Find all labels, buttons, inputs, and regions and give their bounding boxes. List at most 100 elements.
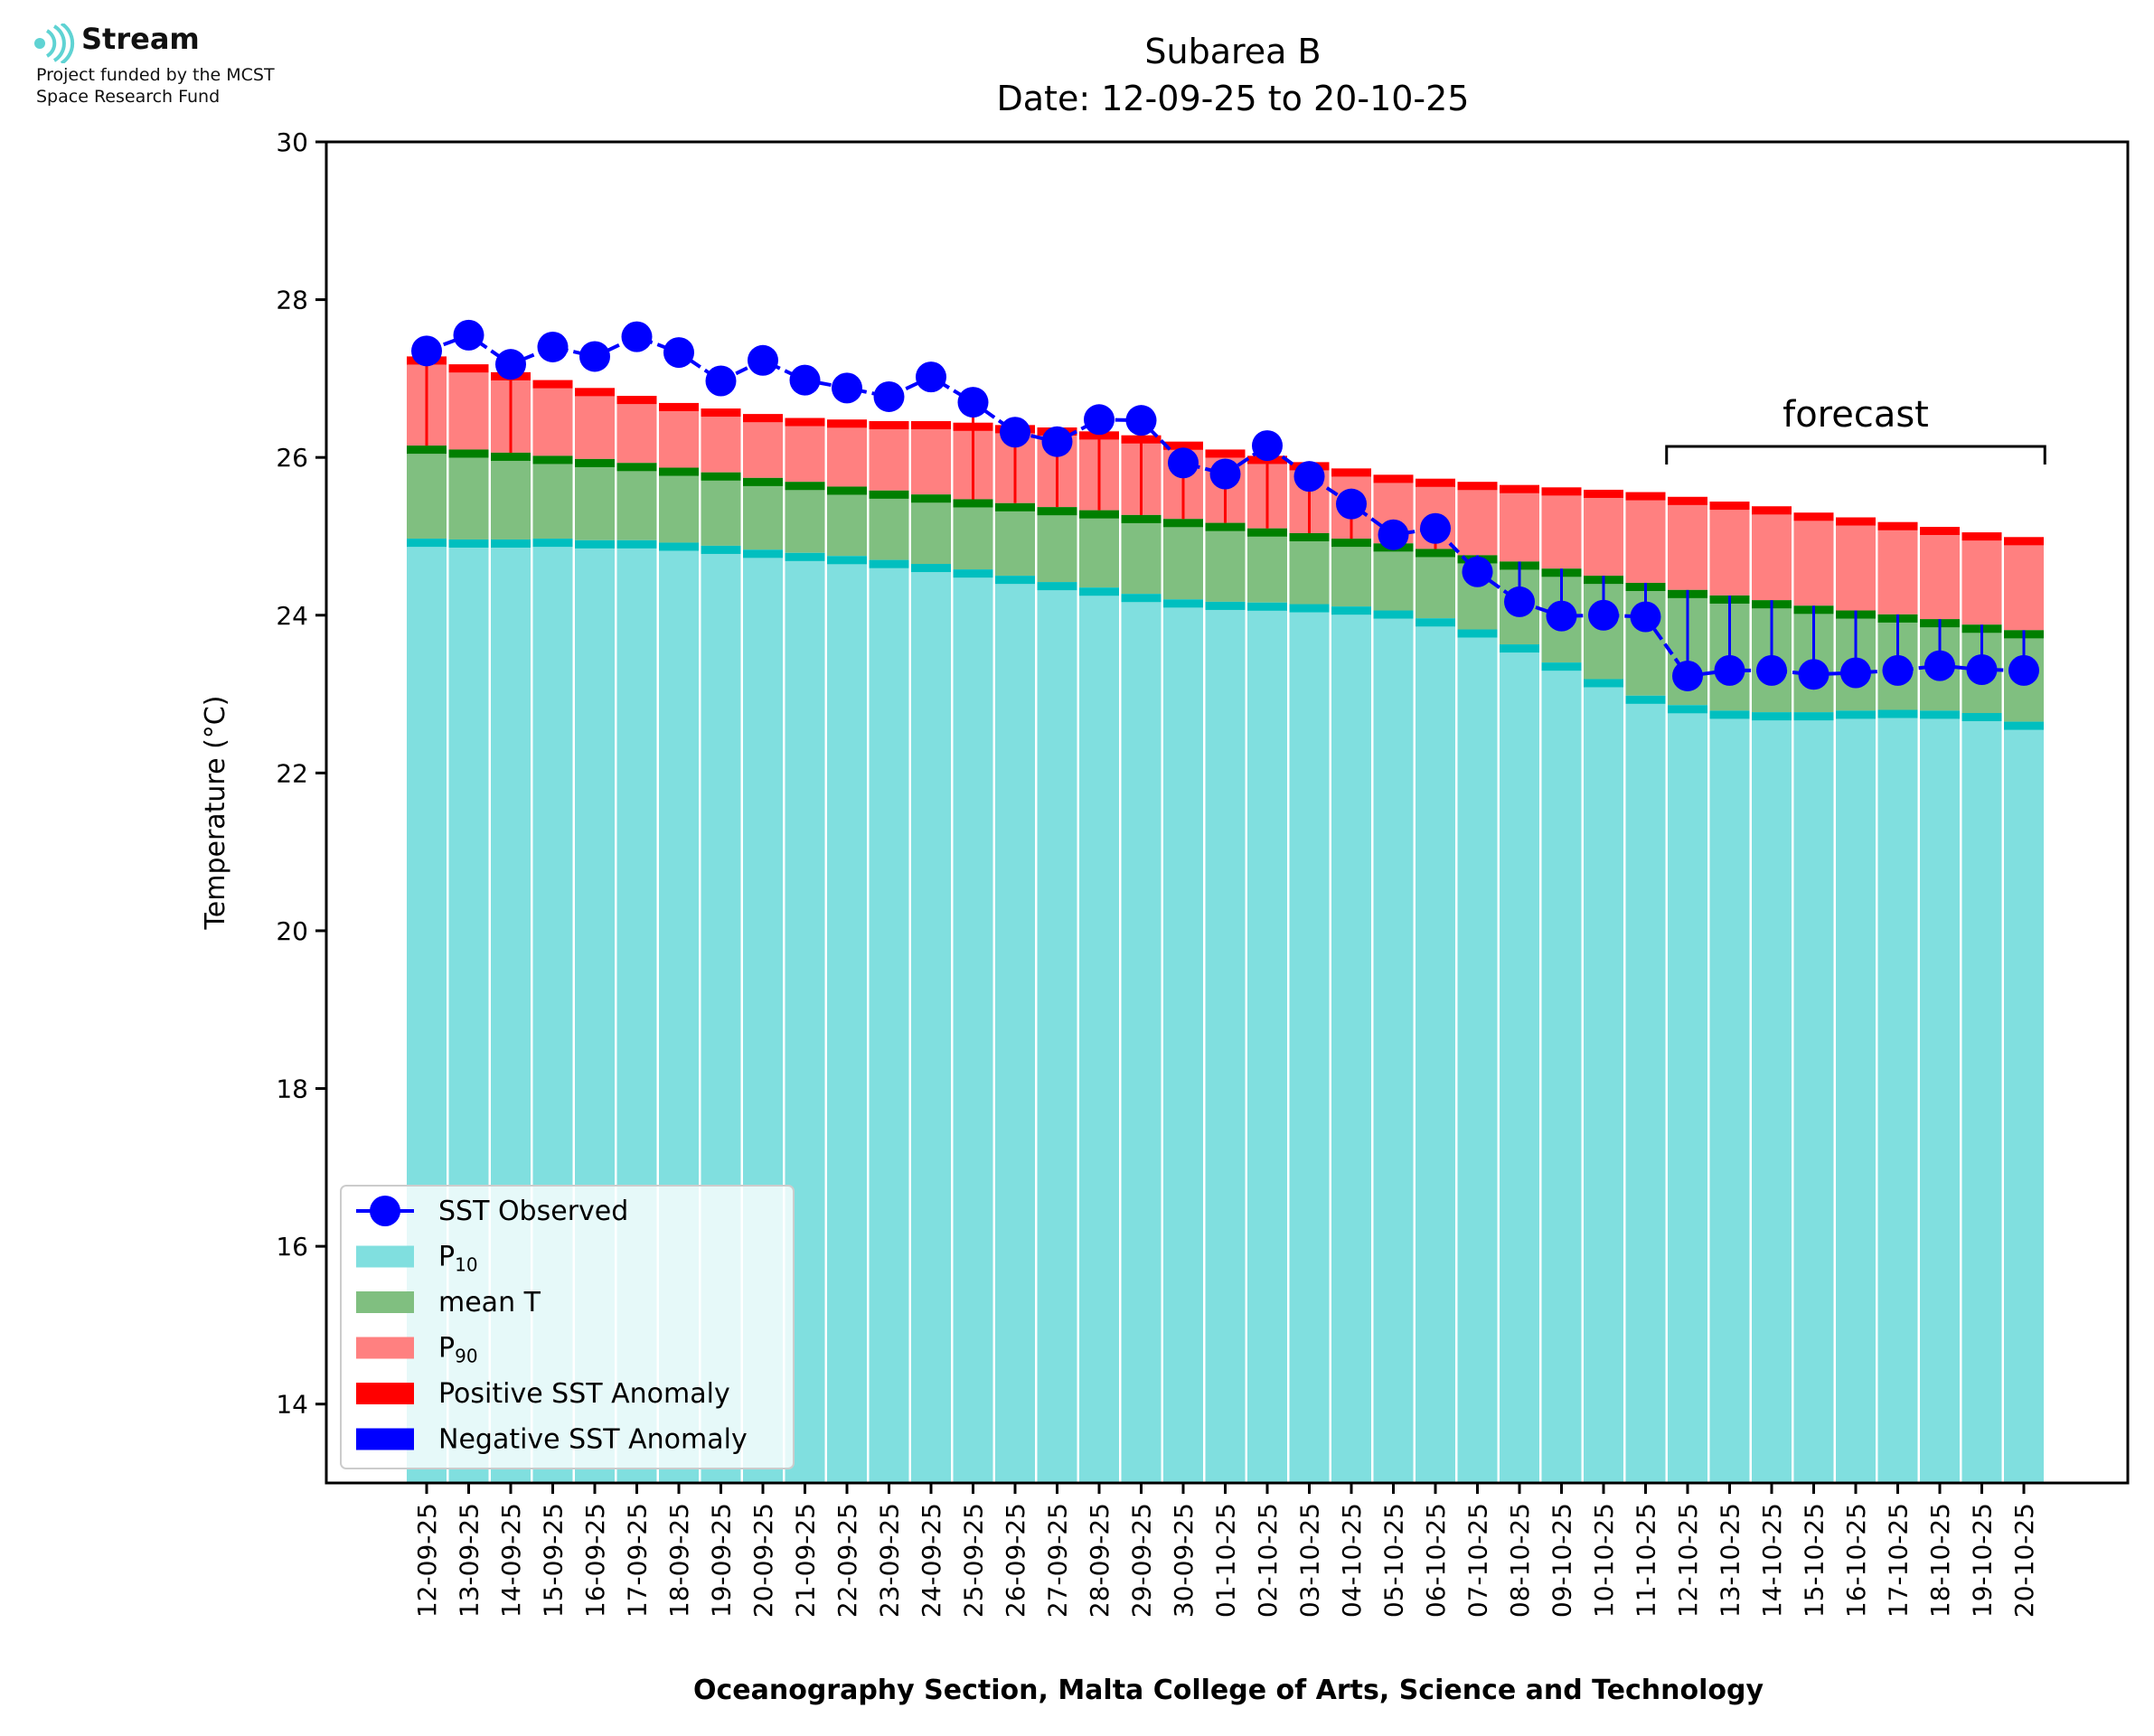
- p90-bar: [1752, 506, 1792, 601]
- p10-edge: [1205, 601, 1246, 610]
- p90-bar: [1584, 489, 1623, 577]
- sst-observed-point: [873, 380, 905, 412]
- legend-swatch: [356, 1337, 414, 1359]
- mean-bar: [785, 482, 825, 553]
- sst-observed-point: [579, 341, 610, 372]
- p90-bar: [1668, 496, 1707, 590]
- p10-bar: [1709, 710, 1750, 1483]
- mean-edge: [827, 486, 867, 495]
- mean-bar: [743, 477, 783, 550]
- x-tick-label: 18-09-25: [664, 1503, 694, 1618]
- p90-edge: [827, 419, 867, 428]
- y-tick-label: 14: [276, 1390, 308, 1420]
- p10-edge: [532, 539, 573, 548]
- x-tick-label: 12-10-25: [1673, 1503, 1703, 1618]
- mean-edge: [1331, 539, 1371, 548]
- p10-bar: [1625, 695, 1666, 1483]
- x-tick-label: 13-10-25: [1716, 1503, 1745, 1618]
- p10-edge: [575, 540, 615, 549]
- p90-bar: [448, 364, 489, 450]
- legend-label-text: Positive SST Anomaly: [438, 1378, 730, 1410]
- legend-label-text: Negative SST Anomaly: [438, 1424, 748, 1456]
- p10-edge: [1709, 710, 1750, 719]
- mean-edge: [1205, 522, 1246, 531]
- x-tick-label: 29-09-25: [1127, 1503, 1157, 1618]
- y-tick-label: 28: [276, 286, 308, 315]
- x-tick-label: 08-10-25: [1505, 1503, 1535, 1618]
- p90-edge: [448, 364, 489, 373]
- sst-observed-point: [1420, 512, 1451, 544]
- p90-bar: [532, 380, 573, 456]
- sst-observed-point: [705, 365, 737, 397]
- sst-observed-point: [916, 361, 946, 393]
- mean-bar: [1079, 510, 1119, 588]
- mean-edge: [1163, 519, 1203, 528]
- mean-edge: [532, 455, 573, 464]
- p10-edge: [701, 545, 741, 554]
- mean-bar: [701, 472, 741, 546]
- sst-observed-point: [1209, 458, 1241, 490]
- chart-subtitle: Date: 12-09-25 to 20-10-25: [997, 79, 1470, 118]
- sst-observed-point: [1084, 404, 1115, 436]
- mean-edge: [616, 463, 657, 472]
- sst-observed-point: [1714, 654, 1745, 686]
- sst-observed-point: [411, 335, 442, 367]
- sst-observed-point: [1840, 657, 1871, 689]
- p90-bar: [1457, 482, 1498, 556]
- sst-observed-point: [1125, 405, 1157, 436]
- p90-bar: [1625, 492, 1666, 583]
- legend-label: Negative SST Anomaly: [438, 1424, 748, 1456]
- legend-marker: [370, 1196, 400, 1226]
- p10-edge: [448, 539, 489, 548]
- p90-edge: [1625, 492, 1666, 501]
- p10-bar: [1457, 629, 1498, 1483]
- p10-edge: [1668, 705, 1707, 714]
- mean-bar: [1121, 514, 1162, 595]
- p10-bar: [1205, 601, 1246, 1483]
- x-tick-label: 12-09-25: [412, 1503, 442, 1618]
- p90-edge: [1205, 449, 1246, 458]
- p90-edge: [532, 380, 573, 389]
- x-tick-label: 24-09-25: [917, 1503, 946, 1618]
- p90-edge: [1457, 482, 1498, 491]
- mean-edge: [659, 467, 699, 476]
- p90-edge: [701, 408, 741, 418]
- p90-bar: [1920, 526, 1960, 620]
- p10-bar: [1584, 679, 1623, 1483]
- p10-edge: [869, 559, 909, 568]
- p10-edge: [1541, 662, 1582, 671]
- sst-observed-point: [1672, 660, 1703, 691]
- sst-observed-point: [663, 337, 694, 369]
- x-tick-label: 10-10-25: [1589, 1503, 1619, 1618]
- p10-bar: [869, 559, 909, 1483]
- p10-bar: [1416, 618, 1455, 1483]
- p10-edge: [1416, 618, 1455, 627]
- x-tick-label: 18-10-25: [1925, 1503, 1955, 1618]
- sst-observed-point: [748, 344, 778, 376]
- mean-bar: [827, 486, 867, 557]
- sst-observed-point: [1924, 650, 1955, 681]
- p90-edge: [1709, 502, 1750, 511]
- sst-observed-point: [1966, 653, 1998, 685]
- legend-swatch: [356, 1245, 414, 1268]
- p10-bar: [827, 556, 867, 1483]
- x-tick-label: 26-09-25: [1001, 1503, 1030, 1618]
- p90-edge: [1163, 441, 1203, 450]
- x-tick-label: 06-10-25: [1421, 1503, 1451, 1618]
- p10-edge: [1500, 644, 1539, 653]
- mean-edge: [1079, 510, 1119, 519]
- sst-observed-point: [453, 319, 484, 351]
- p10-bar: [995, 576, 1035, 1483]
- p90-edge: [869, 421, 909, 430]
- p10-edge: [911, 564, 951, 573]
- x-tick-label: 16-10-25: [1841, 1503, 1871, 1618]
- mean-bar: [575, 458, 615, 540]
- mean-bar: [1247, 528, 1287, 603]
- sst-observed-point: [1336, 488, 1367, 520]
- sst-observed-point: [1293, 461, 1325, 493]
- mean-bar: [869, 490, 909, 560]
- mean-edge: [785, 482, 825, 491]
- forecast-annotation: forecast: [1782, 394, 1929, 436]
